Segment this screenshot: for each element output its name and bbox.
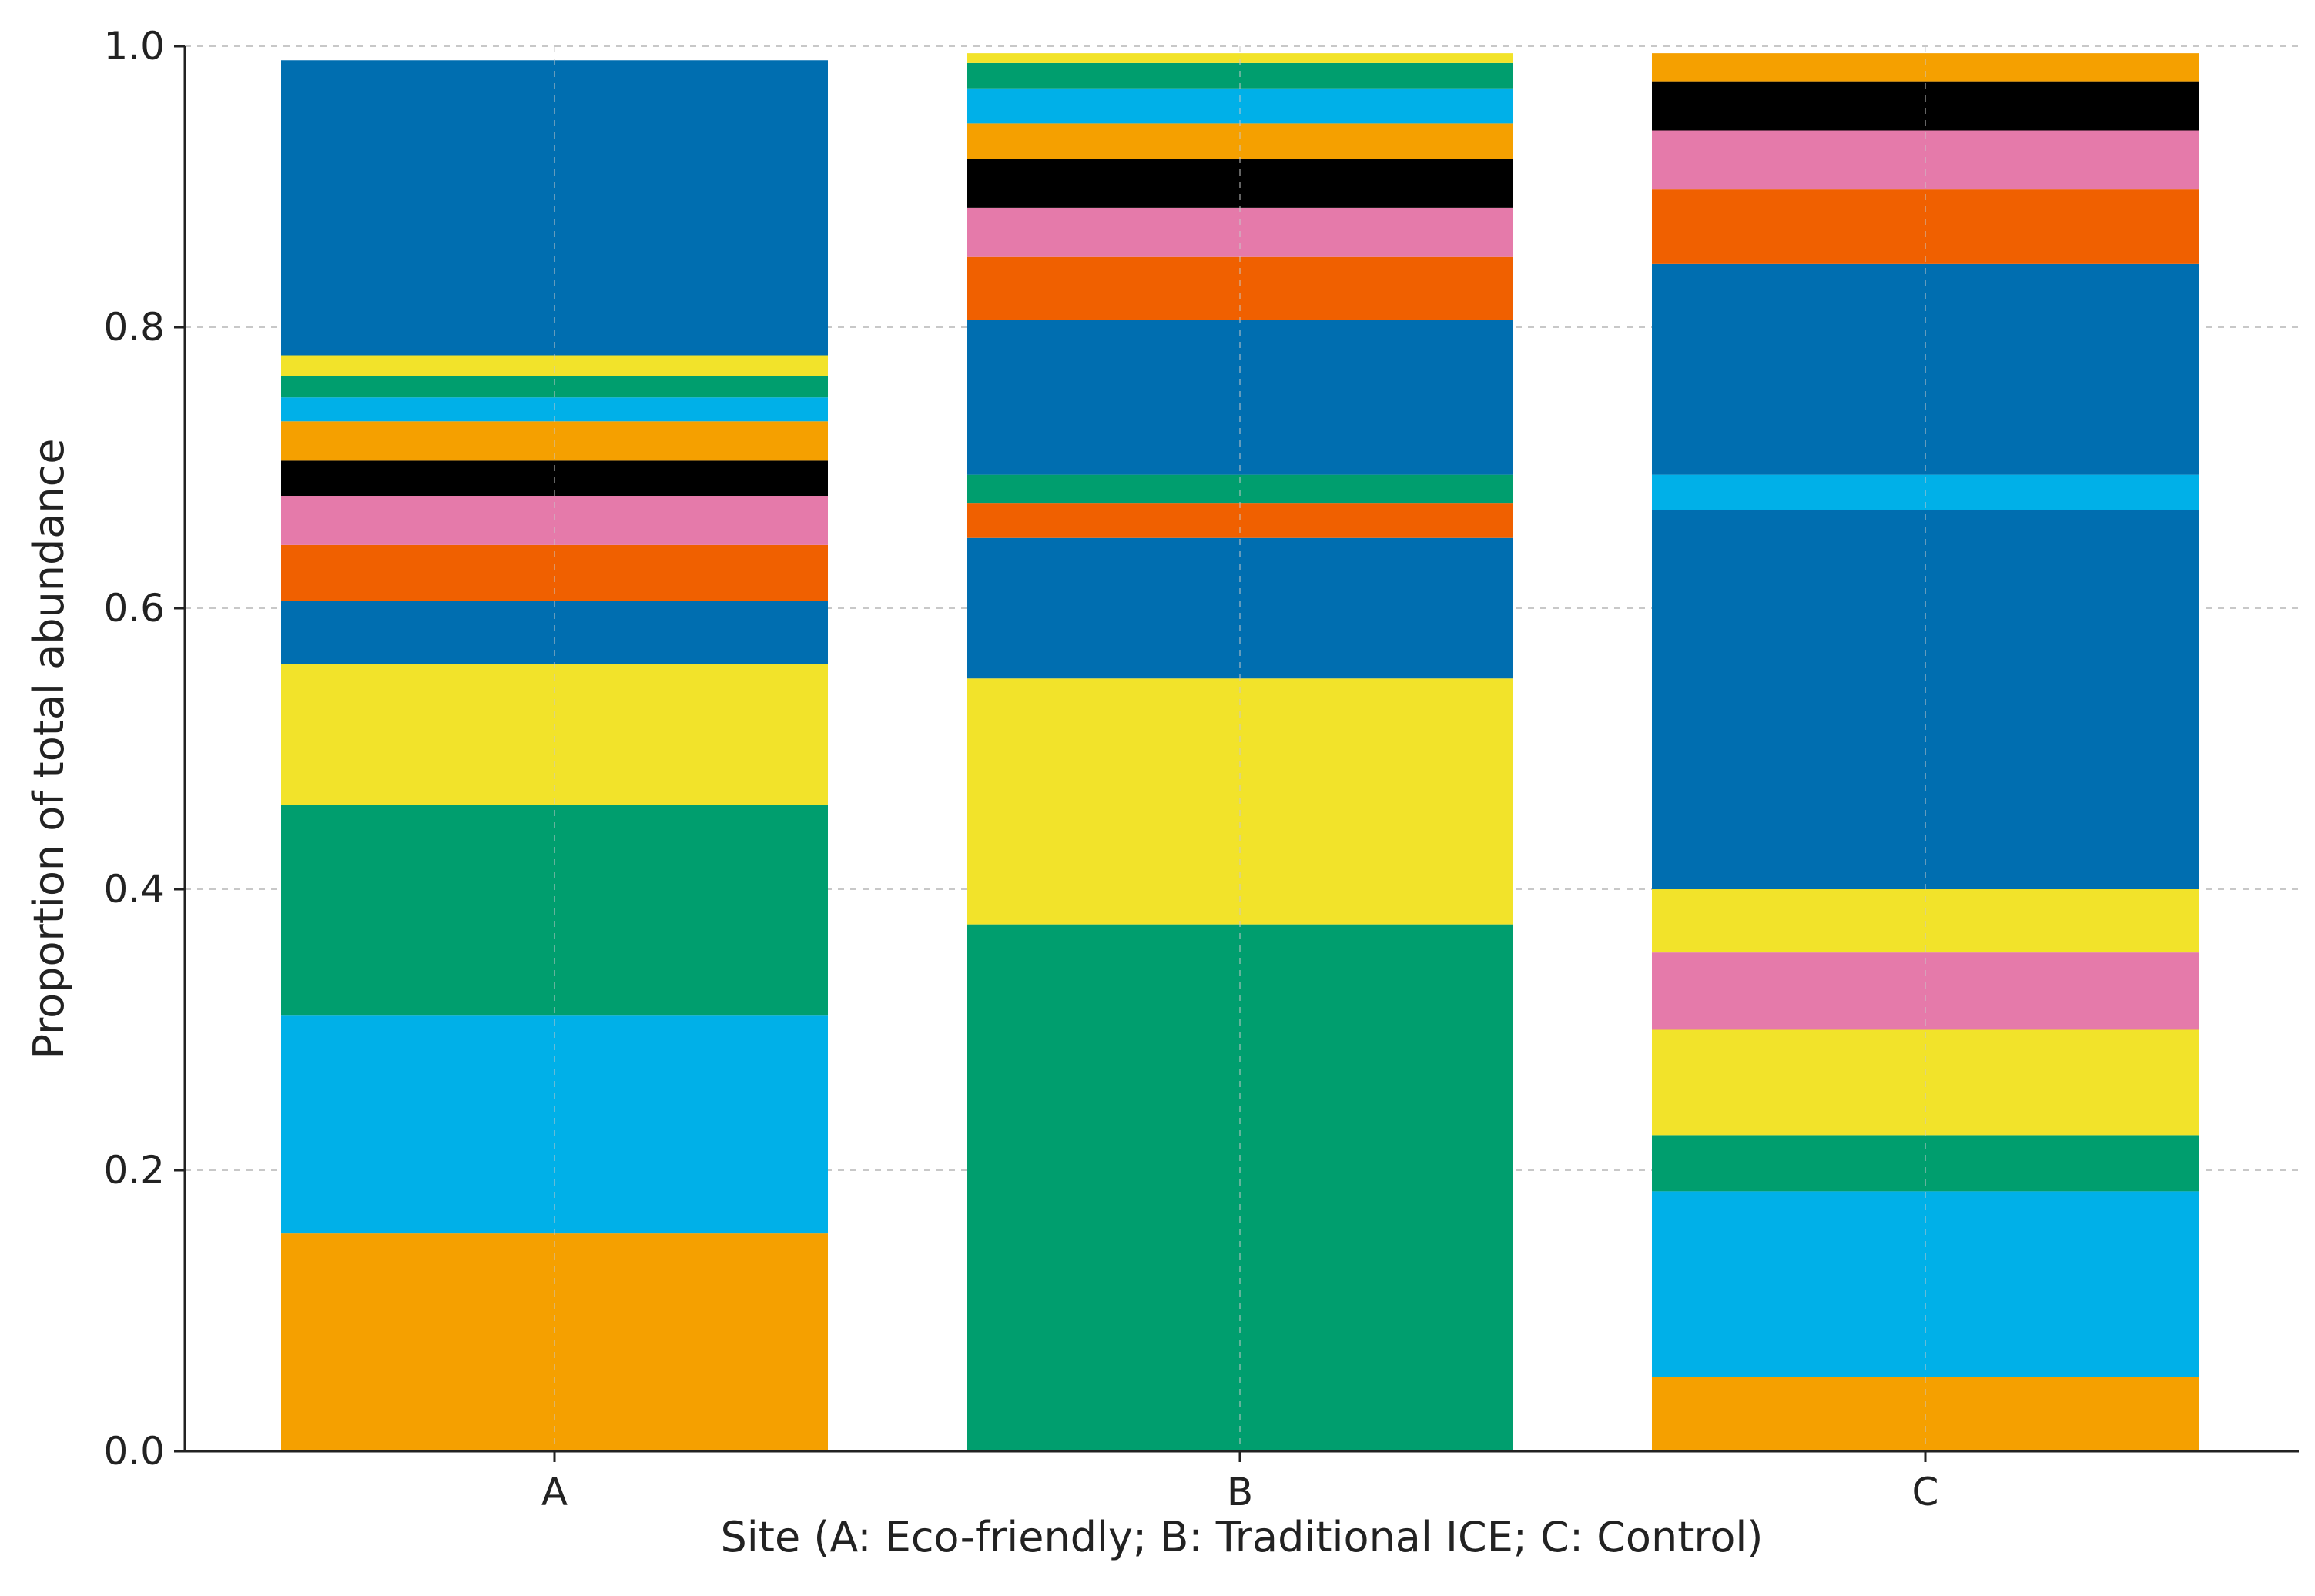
y-tick-label: 0.8 bbox=[103, 305, 165, 350]
x-ticks: A B C bbox=[541, 1451, 1939, 1514]
bar-segment bbox=[967, 925, 1513, 1451]
x-axis-title: Site (A: Eco-friendly; B: Traditional IC… bbox=[720, 1513, 1763, 1561]
x-tick-label: C bbox=[1912, 1470, 1939, 1514]
y-ticks: 0.0 0.2 0.4 0.6 0.8 1.0 bbox=[103, 24, 185, 1474]
y-tick-label: 0.2 bbox=[103, 1148, 165, 1193]
chart-canvas: 0.0 0.2 0.4 0.6 0.8 1.0 A B C Site (A: Eco-frie… bbox=[0, 0, 2315, 1596]
bar-segment bbox=[967, 89, 1513, 124]
y-axis-title: Proportion of total abundance bbox=[25, 439, 73, 1059]
y-tick-label: 0.6 bbox=[103, 586, 165, 631]
bar-segment bbox=[1652, 189, 2199, 264]
bar-segment bbox=[281, 664, 828, 805]
y-tick-label: 0.0 bbox=[103, 1429, 165, 1474]
bar-segment bbox=[1652, 53, 2199, 82]
y-tick-label: 1.0 bbox=[103, 24, 165, 69]
bar-stacks bbox=[281, 46, 2199, 1451]
bar-segment bbox=[1652, 952, 2199, 1029]
bar-segment bbox=[967, 123, 1513, 159]
x-tick-label: B bbox=[1227, 1470, 1253, 1514]
stacked-bar-chart: 0.0 0.2 0.4 0.6 0.8 1.0 A B C Site (A: Eco-frie… bbox=[0, 0, 2315, 1596]
bar-segment bbox=[967, 538, 1513, 679]
x-tick-label: A bbox=[541, 1470, 568, 1514]
y-tick-label: 0.4 bbox=[103, 867, 165, 912]
